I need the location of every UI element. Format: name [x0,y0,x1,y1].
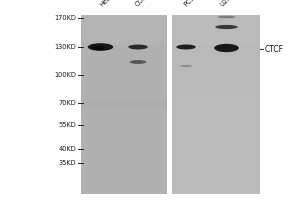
Text: U251: U251 [219,0,236,8]
Text: COS1: COS1 [134,0,151,8]
Ellipse shape [128,45,148,49]
Ellipse shape [180,65,192,67]
Text: HeLa: HeLa [99,0,115,8]
Ellipse shape [218,16,236,18]
Ellipse shape [92,46,104,50]
Text: CTCF: CTCF [265,45,284,53]
Text: 170KD: 170KD [55,15,76,21]
Bar [81,15,167,194]
Bar [172,15,260,45]
Text: 100KD: 100KD [55,72,76,78]
Text: 70KD: 70KD [59,100,76,106]
Ellipse shape [88,43,113,51]
Ellipse shape [214,44,239,52]
Text: 35KD: 35KD [59,160,76,166]
Bar [172,15,260,194]
Ellipse shape [130,60,146,64]
Text: 130KD: 130KD [55,44,76,50]
Bar [81,15,167,45]
Ellipse shape [176,45,196,49]
Ellipse shape [215,25,238,29]
Text: PC3: PC3 [183,0,196,8]
Bar [81,100,167,108]
Bar [172,15,260,95]
Text: 55KD: 55KD [59,122,76,128]
Text: 40KD: 40KD [59,146,76,152]
